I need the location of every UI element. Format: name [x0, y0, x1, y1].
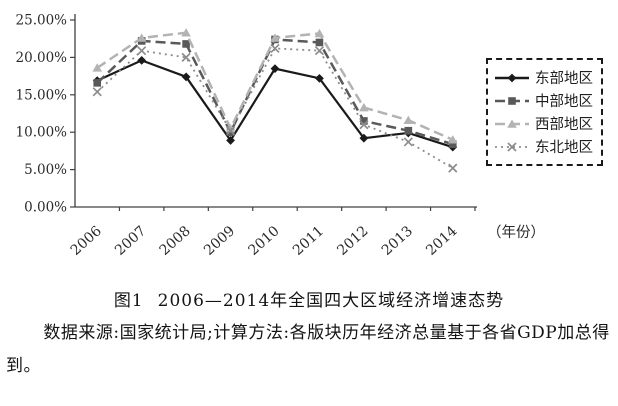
triangle-marker — [225, 123, 236, 133]
triangle-marker — [92, 63, 103, 72]
triangle-marker — [403, 115, 414, 125]
x-marker — [270, 43, 280, 54]
x-tick-label: 2007 — [112, 223, 149, 259]
square-marker — [448, 140, 457, 148]
series-东部地区 — [92, 55, 458, 152]
diamond-marker — [270, 64, 280, 74]
square-marker — [315, 38, 324, 47]
figure-label: 图1 — [113, 291, 144, 311]
source-note: 数据来源:国家统计局;计算方法:各版块历年经济总量基于各省GDP加总得到。 — [6, 323, 610, 377]
y-tick-label: 10.00% — [16, 125, 68, 141]
x-marker — [137, 46, 147, 56]
x-marker — [507, 141, 517, 152]
y-tick-label: 5.00% — [24, 162, 67, 178]
x-tick-label: 2011 — [290, 223, 327, 259]
triangle-marker — [270, 33, 280, 42]
figure-caption: 图1 2006—2014年全国四大区域经济增速态势 — [0, 286, 618, 311]
triangle-legend-sample-icon — [495, 118, 529, 128]
x-tick-label: 2014 — [423, 223, 460, 259]
x-marker — [359, 120, 369, 130]
legend-label: 东部地区 — [535, 71, 593, 87]
diamond-marker — [181, 72, 191, 82]
square-marker — [360, 117, 368, 125]
square-marker — [508, 96, 516, 105]
triangle-marker — [181, 28, 191, 37]
diamond-marker — [137, 55, 147, 65]
x-marker — [181, 52, 191, 63]
x-tick-label: 2012 — [334, 223, 371, 259]
chart-area: 0.00% 5.00% 10.00% 15.00% 20.00% 25.00% 2006 20… — [16, 13, 603, 259]
triangle-marker — [359, 102, 369, 112]
x-tick-label: 2010 — [245, 223, 282, 259]
triangle-marker — [447, 135, 458, 144]
legend-item-1: 东部地区 — [494, 66, 593, 89]
series-东北地区 — [92, 43, 458, 173]
legend-item-3: 西部地区 — [494, 112, 593, 135]
diamond-legend-sample-icon — [495, 73, 529, 82]
legend-item-2: 中部地区 — [494, 89, 593, 112]
series-西部地区 — [92, 28, 458, 144]
square-marker — [404, 126, 413, 135]
square-marker — [93, 79, 102, 87]
x-marker — [314, 46, 325, 56]
diamond-marker — [226, 136, 235, 145]
diamond-marker — [315, 73, 324, 83]
x-tick-label: 2013 — [379, 223, 416, 259]
triangle-marker — [136, 33, 147, 42]
triangle-marker — [314, 28, 325, 38]
x-tick-label: 2008 — [157, 223, 194, 259]
legend-label: 东北地区 — [535, 140, 593, 156]
diamond-marker — [507, 73, 517, 82]
x-marker — [403, 137, 413, 147]
series-line — [96, 38, 454, 146]
legend-label: 西部地区 — [535, 117, 593, 133]
diamond-marker — [359, 133, 369, 143]
x-axis-unit-label: （年份） — [487, 224, 545, 241]
figure-title: 2006—2014年全国四大区域经济增速态势 — [157, 291, 505, 311]
square-legend-sample-icon — [495, 96, 529, 105]
x-marker — [225, 126, 236, 136]
x-marker — [448, 163, 458, 173]
x-tick-label: 2006 — [68, 223, 105, 259]
series-line — [96, 59, 454, 149]
legend-label: 中部地区 — [535, 94, 593, 110]
y-tick-label: 20.00% — [16, 50, 68, 66]
x-legend-sample-icon — [495, 141, 529, 152]
x-marker — [92, 87, 102, 97]
square-marker — [182, 40, 190, 48]
legend-item-4: 东北地区 — [494, 135, 593, 158]
y-tick-label: 25.00% — [16, 13, 68, 29]
chart-legend: 东部地区中部地区西部地区东北地区 — [486, 58, 603, 166]
y-tick-label: 0.00% — [24, 200, 67, 216]
triangle-marker — [507, 118, 517, 128]
growth-line-chart: 0.00%5.00%10.00%15.00%20.00%25.00%2006 20… — [16, 13, 545, 259]
y-tick-label: 15.00% — [16, 87, 68, 103]
x-tick-label: 2009 — [201, 223, 238, 259]
